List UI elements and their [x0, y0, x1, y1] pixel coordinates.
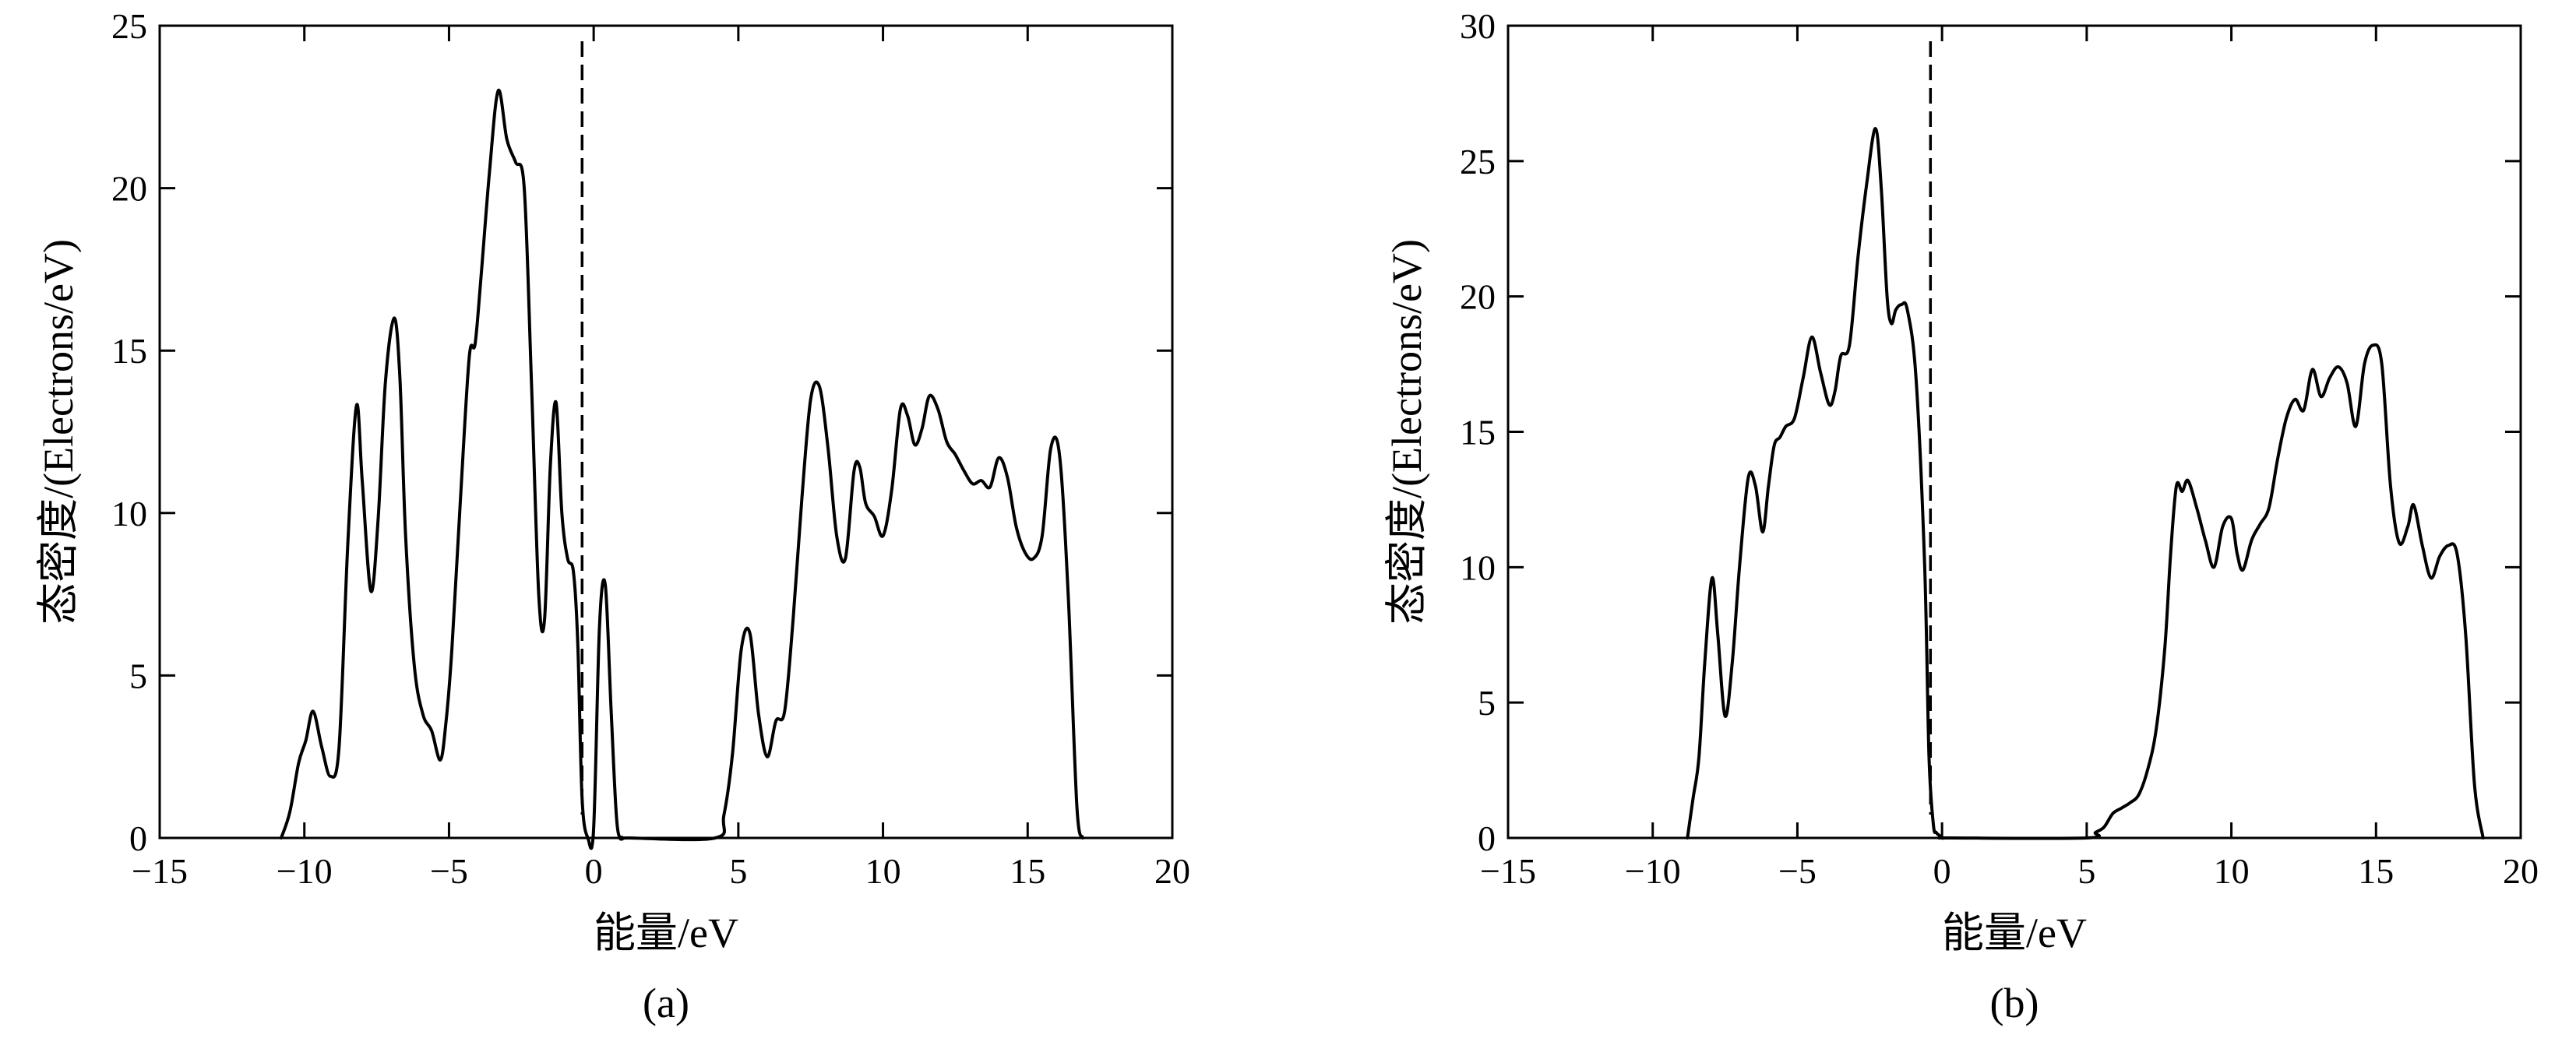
y-tick-label: 5 — [1478, 683, 1496, 723]
y-tick-label: 20 — [111, 169, 147, 209]
y-tick-label: 20 — [1460, 277, 1496, 317]
x-tick-label: 15 — [2358, 851, 2394, 891]
y-tick-label: 10 — [1460, 547, 1496, 587]
x-tick-label: 15 — [1010, 851, 1045, 891]
y-tick-label: 30 — [1460, 6, 1496, 46]
y-tick-label: 25 — [1460, 142, 1496, 181]
x-tick-label: 20 — [2503, 851, 2539, 891]
dos-curve — [1687, 128, 2483, 838]
panel-label: (a) — [643, 980, 689, 1026]
x-tick-label: −5 — [430, 851, 468, 891]
y-tick-label: 15 — [111, 331, 147, 371]
panel-label: (b) — [1990, 980, 2039, 1026]
y-axis-title: 态密度/(Electrons/eV) — [35, 239, 82, 625]
plot-frame — [1508, 26, 2521, 838]
x-axis-title: 能量/eV — [594, 910, 738, 956]
x-tick-label: 0 — [585, 851, 603, 891]
y-tick-label: 5 — [129, 656, 147, 695]
y-tick-label: 25 — [111, 6, 147, 46]
x-tick-label: −5 — [1778, 851, 1817, 891]
x-tick-label: 5 — [2077, 851, 2095, 891]
y-tick-label: 0 — [129, 818, 147, 858]
x-axis-title: 能量/eV — [1942, 910, 2087, 956]
x-tick-label: 20 — [1154, 851, 1190, 891]
y-axis-title: 态密度/(Electrons/eV) — [1383, 239, 1430, 625]
x-tick-label: 10 — [865, 851, 901, 891]
x-tick-label: −10 — [277, 851, 333, 891]
y-tick-label: 15 — [1460, 413, 1496, 452]
x-tick-label: 10 — [2214, 851, 2250, 891]
y-tick-label: 10 — [111, 494, 147, 533]
x-tick-label: −10 — [1625, 851, 1681, 891]
x-tick-label: 5 — [729, 851, 747, 891]
x-tick-label: 0 — [1933, 851, 1951, 891]
y-tick-label: 0 — [1478, 818, 1496, 858]
dos-curve — [281, 90, 1083, 849]
